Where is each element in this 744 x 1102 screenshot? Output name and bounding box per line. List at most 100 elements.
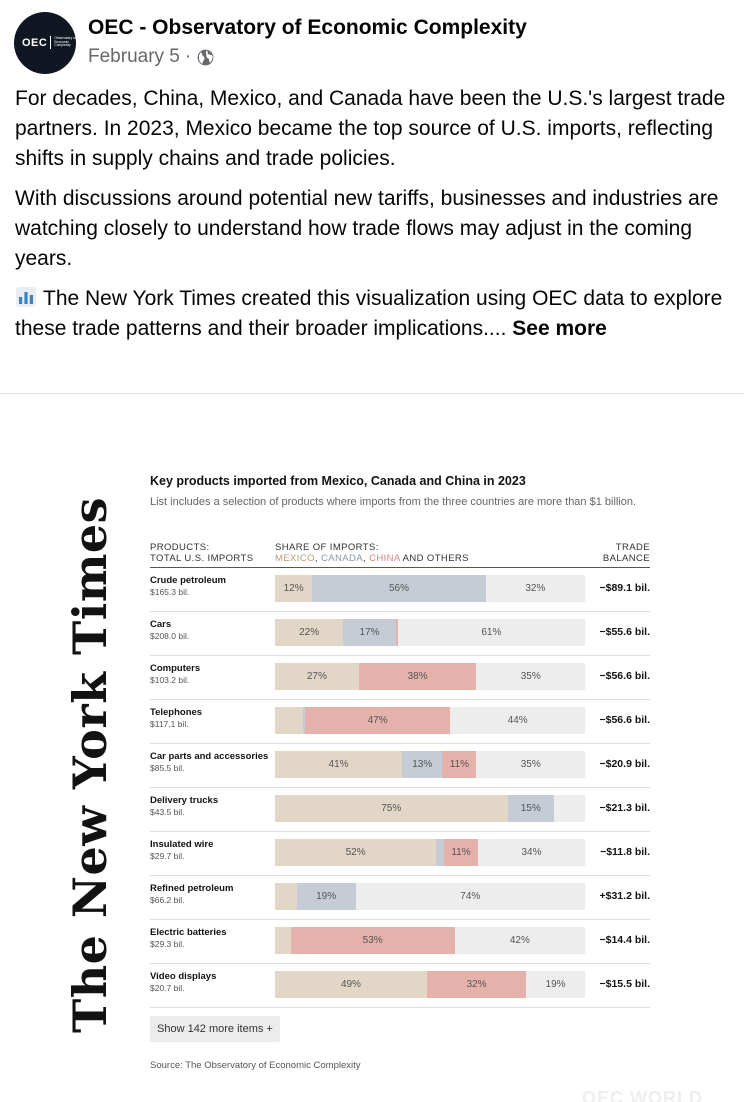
trade-balance: −$15.5 bil.: [599, 978, 651, 990]
column-header-balance: TRADE BALANCE: [603, 542, 650, 564]
bar-segment-mexico: 52%: [275, 839, 437, 866]
legend-china: CHINA: [369, 553, 401, 564]
post-paragraph-2: With discussions around potential new ta…: [15, 187, 719, 270]
chart-row: Delivery trucks $43.5 bil. 75% 15% −$21.3 bi…: [150, 788, 650, 832]
page-avatar[interactable]: OEC Observatory of Economic Complexity: [14, 12, 76, 74]
nyt-masthead: The New York Times: [62, 497, 118, 1033]
trade-balance: −$20.9 bil.: [599, 758, 651, 770]
post-header: OEC Observatory of Economic Complexity O…: [14, 12, 730, 76]
bar-segment-china: 32%: [426, 971, 527, 998]
avatar-logo-divider: [50, 36, 52, 49]
page-name-link[interactable]: OEC - Observatory of Economic Complexity: [88, 16, 527, 39]
avatar-logo-text: OEC: [22, 36, 48, 49]
trade-balance: −$56.6 bil.: [599, 670, 651, 682]
share-bar: 22% 17% 61%: [275, 619, 585, 646]
chart-row: Cars $208.0 bil. 22% 17% 61% −$55.6 bil.: [150, 612, 650, 656]
masthead-text: The New York Times: [63, 496, 117, 1034]
product-total-imports: $208.0 bil.: [150, 631, 190, 641]
bar-segment-others: 44%: [450, 707, 585, 734]
bar-segment-china: 53%: [290, 927, 455, 954]
share-bar: 75% 15%: [275, 795, 585, 822]
see-more-link[interactable]: See more: [512, 317, 607, 340]
share-bar: 27% 38% 35%: [275, 663, 585, 690]
trade-chart: Key products imported from Mexico, Canad…: [150, 474, 650, 1071]
product-name: Car parts and accessories: [150, 751, 269, 762]
oec-logo: OEC Observatory of Economic Complexity: [22, 36, 76, 49]
header-rule: [150, 567, 650, 568]
share-bar: 12% 56% 32%: [275, 575, 585, 602]
bar-segment-others: 61%: [397, 619, 585, 646]
header-share-line1: SHARE OF IMPORTS:: [275, 542, 379, 553]
bar-segment-others: 19%: [526, 971, 585, 998]
bar-segment-canada: 17%: [343, 619, 396, 646]
bar-segment-canada: [436, 839, 444, 866]
share-bar: 41% 13% 11% 35%: [275, 751, 585, 778]
chart-row: Insulated wire $29.7 bil. 52% 11% 34% −$11.8 …: [150, 832, 650, 876]
column-header-products: PRODUCTS: TOTAL U.S. IMPORTS: [150, 542, 253, 564]
trade-balance: +$31.2 bil.: [599, 890, 651, 902]
bar-segment-mexico: 41%: [275, 751, 403, 778]
share-bar: 47% 44%: [275, 707, 585, 734]
chart-subtitle: List includes a selection of products wh…: [150, 496, 637, 508]
product-total-imports: $85.5 bil.: [150, 763, 185, 773]
share-bar: 53% 42%: [275, 927, 585, 954]
share-bar: 52% 11% 34%: [275, 839, 585, 866]
product-total-imports: $43.5 bil.: [150, 807, 185, 817]
share-bar: 49% 32% 19%: [275, 971, 585, 998]
chart-row: Video displays $20.7 bil. 49% 32% 19% −$15.5 …: [150, 964, 650, 1008]
post-image[interactable]: The New York Times Key products imported…: [0, 394, 744, 1102]
bar-segment-canada: 56%: [312, 575, 486, 602]
product-total-imports: $103.2 bil.: [150, 675, 190, 685]
post-divider: [0, 393, 744, 394]
product-total-imports: $117.1 bil.: [150, 719, 189, 729]
chart-title: Key products imported from Mexico, Canad…: [150, 474, 526, 488]
legend-sep-1: ,: [314, 553, 321, 564]
product-name: Crude petroleum: [150, 575, 227, 586]
product-total-imports: $20.7 bil.: [150, 983, 185, 993]
bar-segment-others: 32%: [485, 575, 585, 602]
trade-balance: −$55.6 bil.: [599, 626, 651, 638]
post-date-link[interactable]: February 5: [88, 46, 180, 67]
bar-segment-canada: 19%: [296, 883, 356, 910]
legend-mexico: MEXICO: [275, 553, 315, 564]
post-paragraph-3-text: The New York Times created this visualiz…: [15, 287, 723, 340]
product-total-imports: $29.3 bil.: [150, 939, 185, 949]
bar-segment-china: [395, 619, 398, 646]
trade-balance: −$14.4 bil.: [599, 934, 651, 946]
globe-icon[interactable]: [196, 48, 215, 67]
product-name: Delivery trucks: [150, 795, 219, 806]
product-total-imports: $165.3 bil.: [150, 587, 190, 597]
post-meta: February 5 ·: [88, 46, 215, 68]
product-name: Computers: [150, 663, 201, 674]
bar-segment-mexico: [275, 707, 303, 734]
trade-balance: −$56.6 bil.: [599, 714, 651, 726]
oec-watermark: OEC WORLD: [582, 1088, 703, 1102]
product-total-imports: $66.2 bil.: [150, 895, 185, 905]
header-products-line2: TOTAL U.S. IMPORTS: [150, 553, 254, 564]
legend-others: AND OTHERS: [400, 553, 469, 564]
bar-segment-others: 74%: [355, 883, 585, 910]
product-name: Cars: [150, 619, 172, 630]
bar-segment-mexico: [275, 883, 297, 910]
chart-row: Crude petroleum $165.3 bil. 12% 56% 32% −$89.…: [150, 568, 650, 612]
chart-row: Electric batteries $29.3 bil. 53% 42% −$14.4…: [150, 920, 650, 964]
trade-balance: −$89.1 bil.: [599, 582, 651, 594]
header-products-line1: PRODUCTS:: [150, 542, 210, 553]
meta-separator: ·: [184, 46, 192, 67]
show-more-button[interactable]: Show 142 more items +: [150, 1016, 280, 1042]
bar-segment-others: 35%: [476, 751, 585, 778]
chart-row: Refined petroleum $66.2 bil. 19% 74% +$31.2 …: [150, 876, 650, 920]
chart-row: Car parts and accessories $85.5 bil. 41% 13…: [150, 744, 650, 788]
bar-segment-mexico: 22%: [275, 619, 344, 646]
bar-segment-canada: 15%: [507, 795, 554, 822]
legend-canada: CANADA: [320, 553, 363, 564]
bar-segment-others: 34%: [478, 839, 585, 866]
product-name: Insulated wire: [150, 839, 214, 850]
legend: MEXICO, CANADA, CHINA AND OTHERS: [275, 553, 469, 564]
bar-segment-others: 35%: [476, 663, 585, 690]
post-message: For decades, China, Mexico, and Canada h…: [15, 84, 735, 354]
bar-segment-others: [554, 795, 585, 822]
product-name: Telephones: [150, 707, 203, 718]
chart-source: Source: The Observatory of Economic Comp…: [150, 1060, 361, 1071]
post-paragraph-1: For decades, China, Mexico, and Canada h…: [15, 87, 726, 170]
